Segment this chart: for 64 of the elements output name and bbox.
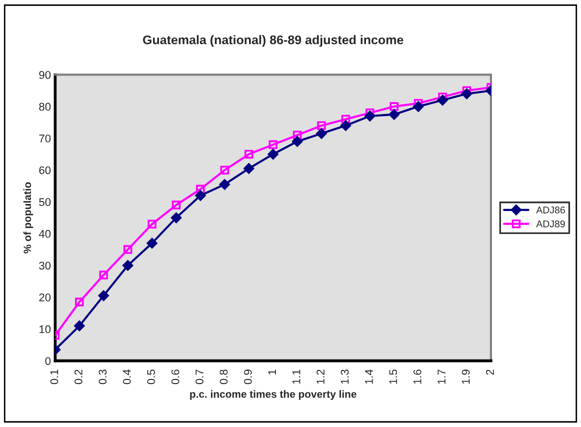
y-tick-label: 70 xyxy=(39,134,51,142)
point xyxy=(195,190,206,201)
x-tick-label: 1.4 xyxy=(365,369,373,384)
point xyxy=(461,88,472,100)
legend-label: ADJ86 xyxy=(536,206,565,214)
point xyxy=(219,179,230,190)
x-tick-label: 0.9 xyxy=(244,370,252,384)
x-tick-label: 0.5 xyxy=(147,370,156,384)
point xyxy=(74,320,85,332)
point xyxy=(99,270,108,280)
chart-title: Guatemala (national) 86-89 adjusted income xyxy=(143,35,404,47)
y-tick-label: 30 xyxy=(39,262,51,270)
point xyxy=(122,260,134,271)
x-tick-label: 0.3 xyxy=(98,370,107,384)
point xyxy=(364,110,376,122)
x-tick-label: 1.3 xyxy=(340,370,349,384)
legend-label: ADJ89 xyxy=(536,220,565,228)
y-tick-label: 40 xyxy=(38,230,51,238)
point xyxy=(317,121,326,130)
x-tick-label: 1.6 xyxy=(413,370,422,384)
y-tick-label: 0 xyxy=(45,357,51,365)
point xyxy=(244,163,254,174)
point xyxy=(268,140,278,150)
y-tick-label: 20 xyxy=(39,294,51,302)
x-tick-label: 0.6 xyxy=(171,370,180,384)
x-tick-label: 1.1 xyxy=(292,370,300,384)
y-tick-label: 60 xyxy=(39,166,51,174)
x-tick-label: 2 xyxy=(486,370,494,375)
x-tick-label: 0.4 xyxy=(122,369,131,384)
point xyxy=(75,298,84,306)
point xyxy=(98,290,109,301)
point xyxy=(292,136,303,147)
point xyxy=(172,200,181,210)
x-tick-label: 1.7 xyxy=(438,370,446,384)
y-tick-label: 90 xyxy=(39,70,51,79)
y-tick-label: 10 xyxy=(40,325,51,334)
x-tick-label: 1.2 xyxy=(316,370,324,384)
point xyxy=(123,245,132,254)
point xyxy=(146,238,158,249)
point xyxy=(268,148,278,160)
point xyxy=(244,150,254,159)
point xyxy=(148,220,156,229)
y-axis-title: % of populatio xyxy=(23,182,34,254)
x-tick-label: 1.9 xyxy=(462,370,470,384)
x-axis-title: p.c. income times the poverty line xyxy=(190,390,356,400)
point xyxy=(220,166,230,174)
x-tick-label: 0.2 xyxy=(74,370,82,384)
point xyxy=(388,109,400,120)
point xyxy=(437,94,448,106)
x-tick-label: 0.7 xyxy=(196,370,204,384)
point xyxy=(340,120,352,131)
point xyxy=(292,130,302,140)
point xyxy=(390,102,398,111)
x-tick-label: 1 xyxy=(268,370,276,374)
point xyxy=(341,114,350,124)
x-tick-label: 0.1 xyxy=(50,370,58,384)
y-tick-label: 50 xyxy=(39,198,51,206)
point xyxy=(412,101,424,112)
x-tick-label: 0.8 xyxy=(220,370,228,384)
point xyxy=(170,212,182,224)
point xyxy=(316,128,327,139)
point xyxy=(196,184,205,194)
x-tick-label: 1.5 xyxy=(389,370,398,384)
y-tick-label: 80 xyxy=(39,102,51,111)
